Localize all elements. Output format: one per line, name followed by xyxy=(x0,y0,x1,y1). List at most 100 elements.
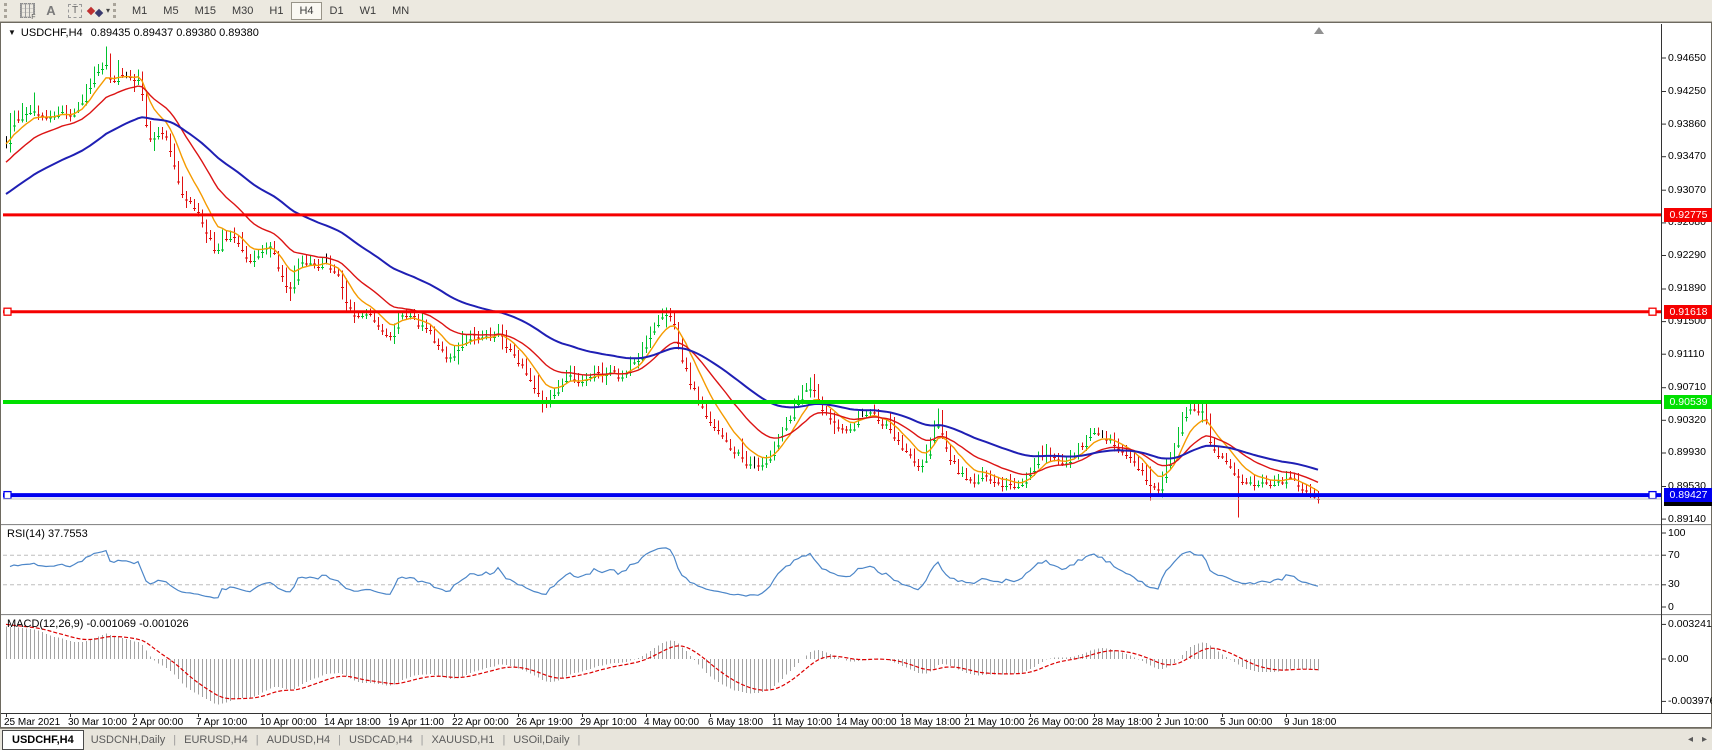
chart-window: ▼ USDCHF,H4 0.89435 0.89437 0.89380 0.8938… xyxy=(0,22,1712,728)
chart-tab-usdchf-h4[interactable]: USDCHF,H4 xyxy=(2,729,84,750)
hline-resistance-2-handle[interactable] xyxy=(3,307,12,316)
chart-tab-audusd-h4[interactable]: AUDUSD,H4 xyxy=(266,733,331,746)
macd-signal-line xyxy=(5,623,1319,700)
timeframe-button-h1[interactable]: H1 xyxy=(269,4,284,17)
date-axis-label[interactable]: 9 Jun 18:00 xyxy=(1284,717,1337,728)
timeframe-button-group: M1 M5 M15 M30 H1 H4 D1 W1 MN xyxy=(124,1,417,20)
timeframe-button-mn[interactable]: MN xyxy=(392,4,410,17)
date-axis-label[interactable]: 30 Mar 10:00 xyxy=(68,717,127,728)
toolbar-drag-handle-2[interactable] xyxy=(113,3,119,18)
hline-label-resistance-2: 0.91618 xyxy=(1664,304,1712,319)
bull-candles xyxy=(9,65,1288,491)
chart-tab-usdcad-h4[interactable]: USDCAD,H4 xyxy=(349,733,413,746)
tab-scroll-buttons: ◂ ▸ xyxy=(1679,734,1707,745)
price-axis-label[interactable]: 0.91890 xyxy=(1668,282,1706,295)
chart-tab-xauusd-h1[interactable]: XAUUSD,H1 xyxy=(431,733,495,746)
date-axis-label[interactable]: 19 Apr 11:00 xyxy=(388,717,444,728)
date-axis-label[interactable]: 21 May 10:00 xyxy=(964,717,1025,728)
text-box-icon: T xyxy=(67,3,83,18)
tab-separator: | xyxy=(173,733,177,746)
date-axis-label[interactable]: 14 Apr 18:00 xyxy=(324,717,381,728)
chart-tab-eurusd-h4[interactable]: EURUSD,H4 xyxy=(184,733,248,746)
toolbar-drag-handle[interactable] xyxy=(4,3,10,18)
price-axis-label[interactable]: 0.90710 xyxy=(1668,381,1706,394)
chart-dropdown-icon[interactable]: ▼ xyxy=(8,28,16,37)
tab-separator: | xyxy=(502,733,506,746)
arrow-objects-button[interactable]: ▾ xyxy=(86,2,111,20)
chart-title: ▼ USDCHF,H4 0.89435 0.89437 0.89380 0.8938… xyxy=(8,27,259,39)
ma-fast-line xyxy=(5,75,1319,492)
timeframe-button-m30[interactable]: M30 xyxy=(231,4,254,17)
price-axis-label[interactable]: 0.93470 xyxy=(1668,150,1706,163)
rsi-axis-label[interactable]: 30 xyxy=(1668,578,1680,591)
hline-support-blue-handle[interactable] xyxy=(3,490,12,500)
date-axis-label[interactable]: 2 Jun 10:00 xyxy=(1156,717,1209,728)
tab-separator: | xyxy=(255,733,259,746)
macd-histogram xyxy=(6,626,1319,705)
price-axis-label[interactable]: 0.93070 xyxy=(1668,183,1706,196)
date-axis-label[interactable]: 22 Apr 00:00 xyxy=(452,717,509,728)
date-axis-label[interactable]: 26 Apr 19:00 xyxy=(516,717,573,728)
price-axis-label[interactable]: 0.94650 xyxy=(1668,51,1706,64)
timeframe-button-w1[interactable]: W1 xyxy=(359,4,377,17)
hline-label-support-green: 0.90539 xyxy=(1664,395,1712,410)
chart-tabs: USDCHF,H4 USDCNH,Daily | EURUSD,H4 | AUDUSD,H… xyxy=(0,729,581,750)
date-axis-label[interactable]: 4 May 00:00 xyxy=(644,717,700,728)
ma-slow-line xyxy=(5,116,1319,471)
grid-icon: F xyxy=(19,3,36,21)
date-axis-label[interactable]: 5 Jun 00:00 xyxy=(1220,717,1273,728)
price-axis-label[interactable]: 0.91110 xyxy=(1668,347,1705,360)
chart-ohlc-values: 0.89435 0.89437 0.89380 0.89380 xyxy=(90,27,259,39)
font-grid-tool-button[interactable]: F xyxy=(15,2,39,21)
price-axis-label[interactable]: 0.90320 xyxy=(1668,413,1706,426)
text-label-tool-button[interactable]: A xyxy=(39,2,63,20)
date-axis-label[interactable]: 11 May 10:00 xyxy=(772,717,832,728)
chart-symbol-period: USDCHF,H4 xyxy=(20,27,83,39)
price-axis-label[interactable]: 0.89930 xyxy=(1668,446,1706,459)
tab-separator: | xyxy=(420,733,424,746)
date-axis-label[interactable]: 29 Apr 10:00 xyxy=(580,717,637,728)
bear-candles xyxy=(17,75,1320,500)
tab-separator: | xyxy=(577,733,581,746)
date-axis-label[interactable]: 25 Mar 2021 xyxy=(4,717,61,728)
date-axis-label[interactable]: 28 May 18:00 xyxy=(1092,717,1153,728)
timeframe-button-h4[interactable]: H4 xyxy=(291,1,322,20)
price-axis-label[interactable]: 0.94250 xyxy=(1668,84,1706,97)
date-axis-label[interactable]: 2 Apr 00:00 xyxy=(132,717,184,728)
rsi-axis-label[interactable]: 100 xyxy=(1668,526,1686,539)
macd-indicator-label: MACD(12,26,9) -0.001069 -0.001026 xyxy=(7,618,189,630)
ma-mid-line xyxy=(5,85,1319,483)
macd-axis-label[interactable]: -0.003976 xyxy=(1668,694,1712,707)
macd-axis-label[interactable]: 0.00 xyxy=(1668,652,1689,665)
tab-scroll-left-icon[interactable]: ◂ xyxy=(1687,734,1693,745)
chart-shift-marker[interactable] xyxy=(1314,27,1324,34)
macd-axis-label[interactable]: 0.003241 xyxy=(1668,617,1712,630)
date-axis-label[interactable]: 10 Apr 00:00 xyxy=(260,717,317,728)
chart-tab-usoil-daily[interactable]: USOil,Daily xyxy=(513,733,570,746)
price-axis-label[interactable]: 0.92290 xyxy=(1668,248,1706,261)
date-axis-label[interactable]: 26 May 00:00 xyxy=(1028,717,1089,728)
date-axis-label[interactable]: 14 May 00:00 xyxy=(836,717,897,728)
tab-separator: | xyxy=(338,733,342,746)
hline-resistance-2-handle[interactable] xyxy=(1648,307,1657,316)
hline-label-support-blue: 0.89427 xyxy=(1664,488,1712,503)
date-axis-label[interactable]: 7 Apr 10:00 xyxy=(196,717,248,728)
rsi-axis-label[interactable]: 0 xyxy=(1668,600,1674,613)
rsi-axis-label[interactable]: 70 xyxy=(1668,548,1680,561)
hline-label-resistance-1: 0.92775 xyxy=(1664,207,1712,222)
date-axis-label[interactable]: 6 May 18:00 xyxy=(708,717,764,728)
price-axis-label[interactable]: 0.93860 xyxy=(1668,117,1706,130)
tab-scroll-right-icon[interactable]: ▸ xyxy=(1701,734,1707,745)
timeframe-button-m5[interactable]: M5 xyxy=(163,4,179,17)
chart-tab-bar: USDCHF,H4 USDCNH,Daily | EURUSD,H4 | AUDUSD,H… xyxy=(0,728,1712,750)
date-axis-label[interactable]: 18 May 18:00 xyxy=(900,717,961,728)
text-box-tool-button[interactable]: T xyxy=(63,2,87,20)
timeframe-button-m15[interactable]: M15 xyxy=(194,4,216,17)
timeframe-button-m1[interactable]: M1 xyxy=(132,4,148,17)
price-axis-label[interactable]: 0.89140 xyxy=(1668,512,1706,525)
chart-canvas[interactable] xyxy=(1,23,1711,727)
hline-support-blue-handle[interactable] xyxy=(1648,490,1657,500)
chart-tab-usdcnh-daily[interactable]: USDCNH,Daily xyxy=(90,733,166,746)
timeframe-button-d1[interactable]: D1 xyxy=(329,4,344,17)
red-arrow-icon xyxy=(86,6,96,15)
